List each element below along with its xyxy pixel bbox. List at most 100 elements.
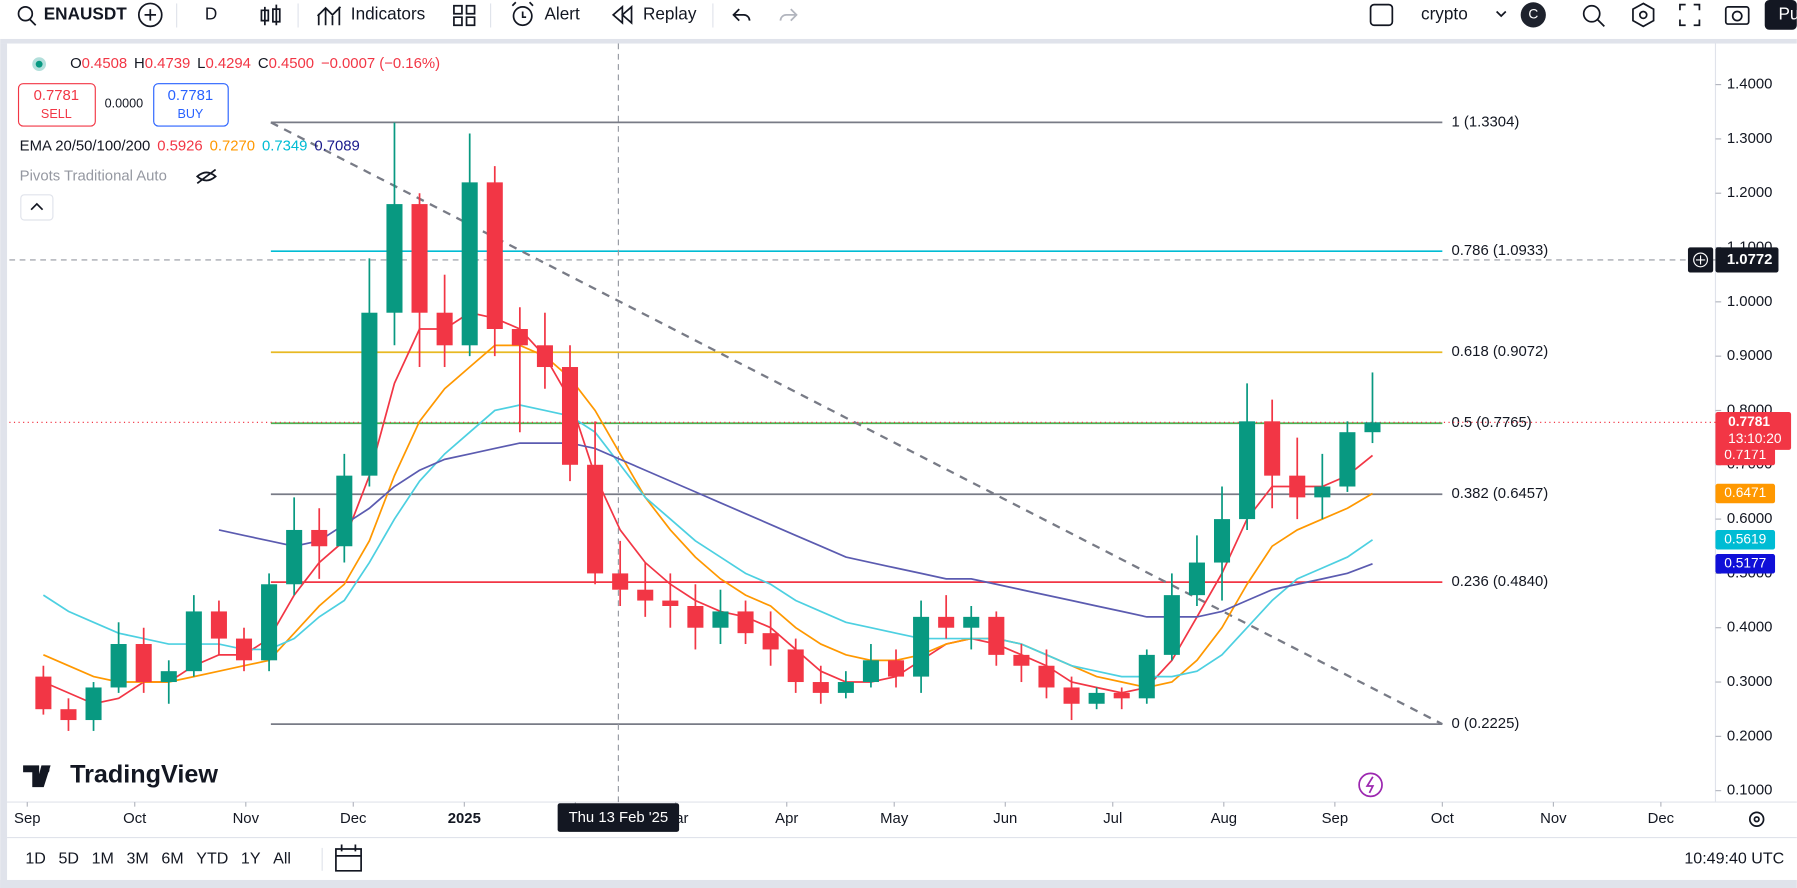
range-button[interactable]: 6M (161, 850, 183, 868)
collapse-button[interactable] (20, 194, 54, 221)
alert-icon-hands (511, 1, 534, 19)
candle-body (1188, 562, 1205, 596)
pivots-legend[interactable]: Pivots Traditional Auto (20, 168, 167, 184)
candle-body (286, 529, 303, 585)
layout-name[interactable]: crypto (1421, 3, 1468, 23)
x-tick-label: Jun (993, 811, 1017, 827)
range-button[interactable]: 5D (58, 850, 79, 868)
events-bolt (1365, 776, 1375, 794)
avatar[interactable] (1520, 2, 1546, 28)
redo-button[interactable] (779, 8, 798, 22)
compare-button[interactable] (137, 2, 163, 28)
search-icon[interactable] (17, 6, 34, 22)
ema-name: EMA 20/50/100/200 (20, 139, 151, 155)
range-button[interactable]: 1M (92, 850, 114, 868)
ohlc-value: 0.4500 (269, 56, 315, 72)
candle-body (511, 329, 528, 346)
clock: 10:49:40 UTC (1684, 850, 1784, 868)
candle-body (235, 638, 253, 661)
ema-value: 0.7089 (314, 139, 360, 155)
axis-settings-icon[interactable] (1748, 811, 1765, 827)
x-tick-label: May (880, 811, 909, 827)
ema-line (218, 442, 1373, 618)
x-tick-label: Oct (123, 811, 147, 827)
ohlc-legend: O0.4508 H0.4739 L0.4294 C0.4500 −0.0007 (−0.… (70, 56, 440, 72)
candle-body (837, 682, 854, 693)
buy-button[interactable] (153, 83, 229, 127)
candle-body (737, 611, 754, 634)
crosshair-date-label: Thu 13 Feb '25 (569, 810, 669, 826)
x-tick-label: Dec (340, 811, 367, 827)
ohlc-change: −0.0007 (−0.16%) (321, 56, 440, 72)
interval[interactable]: D (205, 3, 217, 23)
sell-button[interactable] (17, 83, 96, 127)
x-tick-label: Aug (1211, 811, 1237, 827)
ohlc-key: H (134, 56, 145, 72)
date-range-icon[interactable] (335, 844, 362, 872)
candle-body (261, 584, 278, 661)
fullscreen-icon[interactable] (1679, 3, 1701, 27)
watermark: TradingView (70, 760, 218, 788)
candle-body (1063, 687, 1080, 704)
search-icon-handle (29, 18, 37, 26)
hidden-eye-icon[interactable] (195, 168, 217, 185)
quick-search-icon[interactable] (1582, 4, 1601, 23)
ohlc-key: C (258, 56, 269, 72)
buy-label: BUY (177, 107, 203, 121)
candle-body (1239, 421, 1256, 520)
candle-body (988, 616, 1005, 655)
range-button[interactable]: 3M (126, 850, 148, 868)
ohlc-value: 0.4739 (145, 56, 191, 72)
candle-body (587, 464, 604, 574)
trendline (270, 121, 1443, 726)
templates-icon[interactable] (453, 4, 476, 27)
ema-badge (1715, 483, 1776, 504)
collapse-chevron (30, 202, 44, 211)
candle-body (1113, 692, 1130, 699)
indicators-button[interactable]: Indicators (351, 3, 425, 23)
watermark-logo-dot (42, 766, 50, 774)
events-icon[interactable] (1358, 772, 1383, 798)
candle-body (787, 649, 804, 683)
x-tick-label: Nov (233, 811, 260, 827)
candle-body (812, 682, 829, 693)
candle-body (1339, 432, 1356, 487)
range-button[interactable]: YTD (196, 850, 228, 868)
plot: 0.10000.20000.30000.40000.50000.60000.70… (9, 43, 1773, 827)
candle-body (963, 616, 980, 628)
candle-body (461, 182, 478, 346)
ohlc-key: O (70, 56, 82, 72)
y-tick-label: 1.3000 (1727, 131, 1773, 147)
undo-button[interactable] (732, 8, 751, 22)
chart-type-icon[interactable] (260, 4, 281, 26)
fib-label: 0.618 (0.9072) (1452, 344, 1549, 360)
candle-body (185, 611, 202, 672)
axis-settings-center (1753, 816, 1760, 823)
range-button[interactable]: 1D (25, 850, 45, 868)
symbol[interactable]: ENAUSDT (44, 3, 128, 23)
candle-body (210, 611, 227, 639)
settings-icon[interactable] (1632, 2, 1655, 28)
range-button[interactable]: All (273, 850, 291, 868)
crosshair-date-badge (557, 803, 680, 832)
snapshot-icon[interactable] (1724, 6, 1750, 25)
replay-button[interactable]: Replay (643, 3, 697, 23)
candle-body (311, 529, 328, 547)
spread: 0.0000 (105, 97, 144, 111)
alert-icon[interactable] (512, 6, 533, 27)
candle-body (762, 633, 779, 650)
publish-button[interactable] (1764, 0, 1797, 30)
candle-body (386, 204, 403, 313)
candle-body (1088, 692, 1105, 704)
layout-icon[interactable] (1369, 3, 1394, 27)
fib-label: 1 (1.3304) (1452, 114, 1520, 130)
replay-icon[interactable] (611, 4, 633, 25)
fib-label: 0.5 (0.7765) (1452, 415, 1532, 431)
avatar-letter: C (1528, 7, 1538, 22)
indicators-icon[interactable] (316, 6, 342, 26)
range-button[interactable]: 1Y (241, 850, 261, 868)
alert-button[interactable]: Alert (544, 3, 580, 23)
layout-chevron[interactable] (1496, 10, 1507, 18)
fib-label: 0.236 (0.4840) (1452, 574, 1549, 590)
ema-badge-label: 0.6471 (1724, 485, 1766, 500)
